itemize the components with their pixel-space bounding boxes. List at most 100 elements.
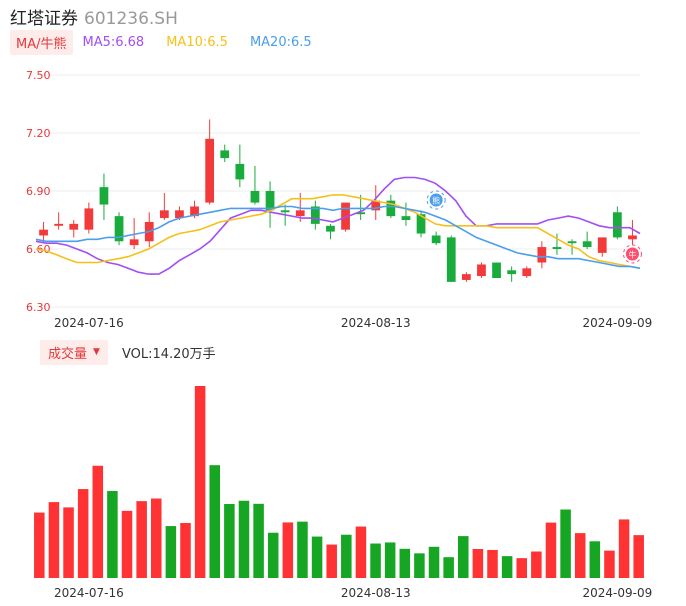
volume-bar bbox=[501, 556, 513, 578]
y-tick-label: 7.20 bbox=[26, 127, 51, 140]
candle-body bbox=[295, 210, 305, 217]
signal-markers: 熊牛 bbox=[426, 190, 642, 264]
volume-bar bbox=[355, 526, 367, 578]
volume-bar bbox=[63, 507, 74, 578]
volume-bar bbox=[311, 536, 323, 578]
volume-bar bbox=[604, 550, 615, 578]
volume-indicator-button[interactable]: 成交量 ▼ bbox=[40, 339, 108, 365]
stock-title: 红塔证券 601236.SH bbox=[10, 4, 178, 29]
volume-bar bbox=[136, 501, 147, 578]
volume-x-axis: 2024-07-16 2024-08-13 2024-09-09 bbox=[54, 586, 652, 600]
candle-body bbox=[129, 239, 139, 246]
candles bbox=[39, 119, 637, 282]
moving-averages bbox=[35, 176, 641, 275]
volume-bar bbox=[34, 512, 45, 578]
volume-bar bbox=[414, 553, 425, 578]
ma5-line bbox=[35, 176, 641, 275]
volume-bar bbox=[92, 465, 104, 578]
volume-bar bbox=[472, 549, 484, 578]
ma20-legend: MA20:6.5 bbox=[249, 34, 312, 50]
volume-x-tick-label: 2024-07-16 bbox=[54, 586, 124, 600]
y-tick-label: 6.30 bbox=[26, 301, 51, 314]
volume-bar bbox=[531, 551, 542, 578]
volume-bar bbox=[253, 503, 264, 578]
candle-body bbox=[205, 138, 215, 203]
candle-body bbox=[356, 212, 366, 215]
volume-bar bbox=[618, 519, 630, 578]
candle-body bbox=[220, 150, 230, 159]
flag-icon-label: 熊 bbox=[432, 196, 440, 206]
candle-body bbox=[597, 237, 607, 253]
volume-value: VOL:14.20万手 bbox=[121, 346, 216, 362]
candle-body bbox=[69, 223, 79, 230]
candle-body bbox=[371, 200, 381, 211]
volume-x-tick-label: 2024-08-13 bbox=[341, 586, 411, 600]
candle-body bbox=[507, 270, 517, 275]
ma-legend: MA/牛熊 MA5:6.68 MA10:6.5 MA20:6.5 bbox=[10, 29, 312, 55]
candle-body bbox=[265, 191, 275, 211]
candle-body bbox=[416, 214, 426, 234]
candle-body bbox=[310, 206, 320, 224]
flag-icon-ring bbox=[426, 190, 446, 210]
x-tick-label: 2024-07-16 bbox=[54, 316, 124, 330]
stock-name: 红塔证券 bbox=[10, 9, 78, 29]
volume-bar bbox=[297, 521, 308, 578]
candle-body bbox=[567, 241, 577, 244]
bull-icon-ring bbox=[622, 244, 642, 264]
x-tick-label: 2024-09-09 bbox=[582, 316, 652, 330]
volume-bar bbox=[384, 542, 396, 578]
volume-bar bbox=[457, 536, 469, 578]
candle-body bbox=[552, 247, 562, 249]
volume-bar bbox=[633, 535, 644, 578]
candle-body bbox=[537, 247, 547, 263]
y-tick-label: 7.50 bbox=[26, 69, 51, 82]
volume-bar bbox=[107, 491, 118, 578]
ma-indicator-button[interactable]: MA/牛熊 bbox=[10, 29, 73, 55]
volume-bar bbox=[399, 548, 411, 578]
volume-bar bbox=[282, 522, 294, 578]
volume-bar bbox=[487, 549, 498, 578]
volume-bar bbox=[428, 546, 440, 578]
bull-icon-label: 牛 bbox=[628, 250, 636, 260]
volume-bar bbox=[516, 558, 528, 578]
candle-body bbox=[39, 229, 48, 236]
volume-bar bbox=[326, 544, 337, 578]
ma10-line bbox=[35, 194, 641, 270]
candle-body bbox=[54, 223, 64, 226]
volume-bar bbox=[150, 498, 162, 578]
ma10-legend: MA10:6.5 bbox=[166, 34, 228, 50]
candle-body bbox=[280, 210, 290, 213]
volume-bar bbox=[267, 532, 279, 578]
bull-icon: 牛 bbox=[622, 244, 642, 264]
ma20-line bbox=[35, 205, 641, 270]
volume-bar bbox=[574, 533, 586, 578]
stock-code: 601236.SH bbox=[84, 9, 178, 29]
candle-body bbox=[522, 268, 532, 277]
candle-body bbox=[341, 202, 350, 230]
price-axis: 7.507.206.906.606.30 bbox=[26, 69, 51, 314]
bull-icon-badge bbox=[625, 247, 639, 261]
volume-bar bbox=[341, 534, 352, 578]
candle-body bbox=[628, 235, 637, 240]
candle-body bbox=[431, 235, 441, 244]
ma5-legend: MA5:6.68 bbox=[82, 34, 145, 50]
caret-down-icon: ▼ bbox=[93, 347, 100, 357]
volume-bar bbox=[238, 500, 250, 578]
candle-body bbox=[175, 210, 184, 219]
volume-bar bbox=[589, 541, 601, 578]
candle-body bbox=[235, 163, 245, 180]
candle-body bbox=[612, 212, 622, 238]
volume-bars[interactable] bbox=[34, 386, 644, 578]
candle-body bbox=[446, 237, 456, 282]
volume-bar bbox=[165, 526, 177, 578]
candle-body bbox=[386, 200, 396, 217]
volume-legend: 成交量 ▼ VOL:14.20万手 bbox=[40, 339, 216, 365]
volume-bar bbox=[545, 522, 557, 578]
candle-body bbox=[114, 216, 124, 242]
candle-body bbox=[190, 206, 199, 217]
flag-icon: 熊 bbox=[426, 190, 446, 210]
volume-bar bbox=[121, 510, 133, 578]
volume-indicator-label: 成交量 bbox=[48, 346, 88, 362]
candle-body bbox=[250, 191, 260, 203]
